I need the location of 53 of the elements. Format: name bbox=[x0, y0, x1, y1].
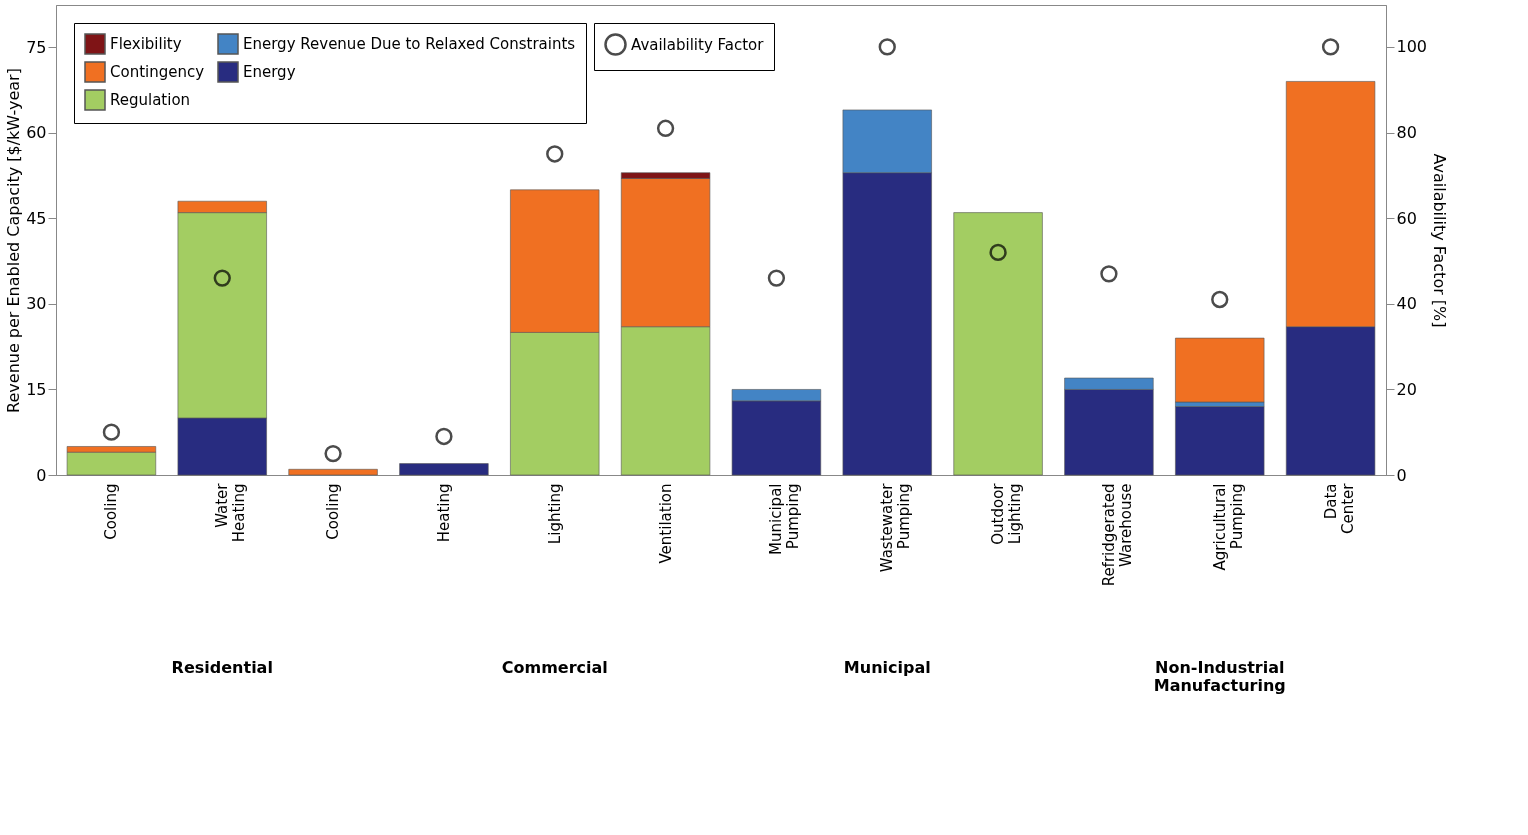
x-tick-label: Agricultural Pumping bbox=[1210, 483, 1246, 571]
y-tick-label: 30 bbox=[26, 294, 47, 314]
x-tick-label: Data Center bbox=[1321, 482, 1357, 534]
y-tick-label: 75 bbox=[26, 37, 47, 57]
point bbox=[435, 427, 453, 446]
legend-label: Energy bbox=[243, 63, 296, 81]
y2-tick-label: 20 bbox=[1396, 379, 1417, 399]
text: Residential bbox=[171, 658, 273, 677]
bar bbox=[953, 212, 1043, 476]
point bbox=[767, 269, 786, 287]
bar bbox=[288, 469, 378, 476]
y-tick-label: 15 bbox=[26, 379, 47, 399]
y2-tick-label: 60 bbox=[1396, 208, 1417, 228]
point bbox=[324, 444, 342, 463]
y-tick-label: 45 bbox=[26, 208, 47, 228]
legend-label: Energy Revenue Due to Relaxed Constraints bbox=[243, 35, 576, 53]
y2-tick-label: 0 bbox=[1396, 465, 1407, 485]
bar bbox=[1175, 337, 1265, 403]
text: Commercial bbox=[501, 658, 608, 677]
x-tick-label: Lighting bbox=[545, 483, 564, 545]
y2-tick-label: 80 bbox=[1396, 123, 1417, 143]
y2-axis-title: Availability Factor [%] bbox=[1430, 153, 1450, 328]
legend-label: Regulation bbox=[110, 91, 191, 109]
point bbox=[989, 243, 1007, 262]
point bbox=[878, 38, 896, 56]
x-tick-label: Cooling bbox=[324, 483, 343, 540]
y-tick-label: 0 bbox=[36, 465, 47, 485]
point bbox=[1211, 290, 1229, 309]
x-tick-label: Outdoor Lighting bbox=[989, 482, 1025, 545]
point bbox=[1321, 38, 1340, 56]
x-tick-label: Municipal Pumping bbox=[767, 483, 803, 555]
legend-label: Availability Factor bbox=[631, 35, 765, 54]
point bbox=[102, 423, 121, 441]
y-tick-label: 60 bbox=[26, 123, 47, 143]
point bbox=[1100, 265, 1118, 283]
y-axis-title: Revenue per Enabled Capacity [$/kW-year] bbox=[4, 68, 24, 413]
x-tick-label: Wastewater Pumping bbox=[878, 482, 914, 573]
x-tick-label: Heating bbox=[434, 483, 453, 543]
point bbox=[656, 119, 675, 137]
x-tick-label: Ventilation bbox=[656, 483, 675, 564]
x-tick-label: Water Heating bbox=[213, 482, 249, 543]
y2-tick-label: 40 bbox=[1396, 294, 1417, 314]
bar bbox=[1175, 406, 1265, 476]
point bbox=[546, 145, 564, 163]
x-tick-label: Cooling bbox=[102, 483, 121, 540]
x-tick-label: Refridgerated Warehouse bbox=[1099, 483, 1135, 587]
legend-label: Contingency bbox=[110, 63, 205, 81]
text: Municipal bbox=[843, 658, 931, 677]
legend-label: Flexibility bbox=[110, 35, 182, 53]
text: Non-Industrial Manufacturing bbox=[1153, 658, 1286, 695]
point bbox=[213, 269, 231, 287]
bar bbox=[399, 463, 489, 476]
y2-tick-label: 100 bbox=[1396, 37, 1428, 57]
